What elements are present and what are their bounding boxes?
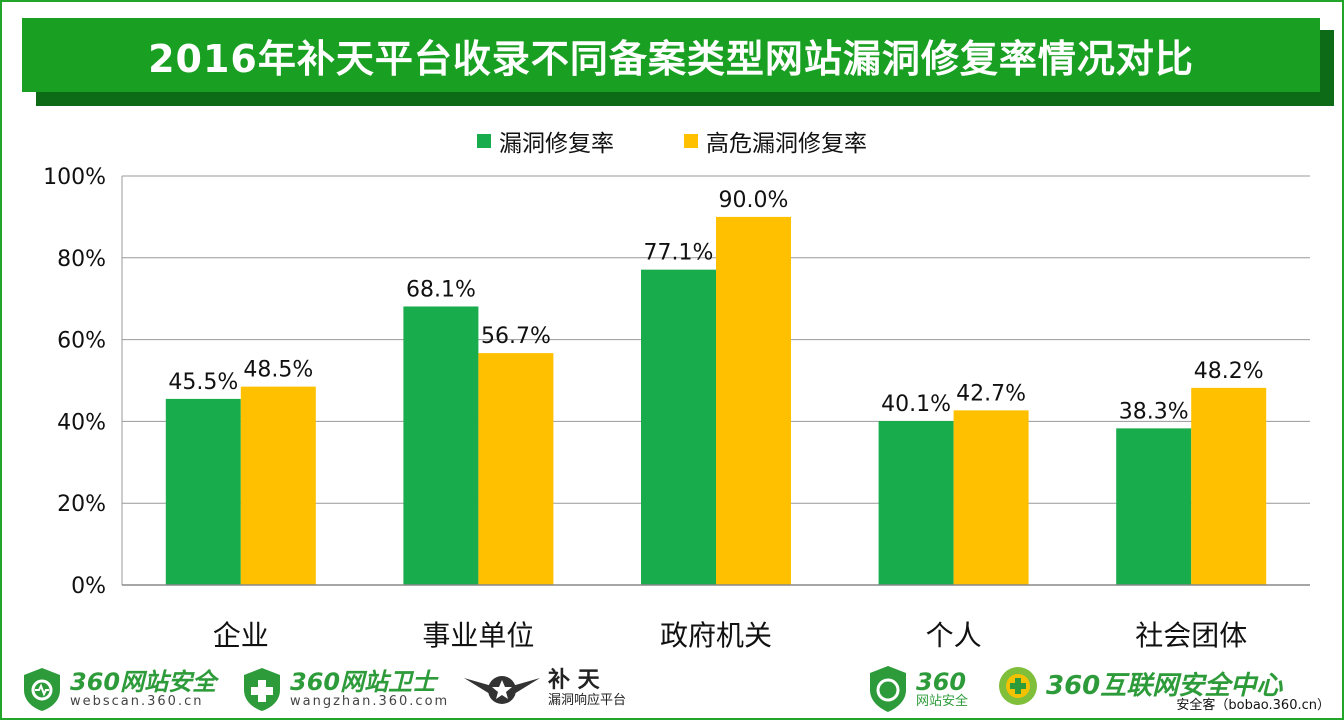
- y-tick-label: 60%: [57, 329, 106, 354]
- chart-title: 2016年补天平台收录不同备案类型网站漏洞修复率情况对比: [148, 36, 1194, 81]
- legend-label-series-2: 高危漏洞修复率: [706, 131, 867, 157]
- emblem-icon: [999, 667, 1037, 705]
- logo-360-sub: 网站安全: [916, 694, 969, 709]
- legend-item-series-1: 漏洞修复率: [477, 124, 614, 158]
- logo-butian-name: 补 天: [548, 668, 600, 693]
- title-banner: 2016年补天平台收录不同备案类型网站漏洞修复率情况对比: [22, 18, 1320, 92]
- legend: 漏洞修复率 高危漏洞修复率: [0, 124, 1344, 158]
- bar-series-2: [953, 410, 1029, 585]
- logo-butian-sub: 漏洞响应平台: [548, 693, 627, 708]
- bar-series-1: [641, 269, 716, 585]
- bar-series-2: [716, 216, 791, 585]
- data-label: 45.5%: [168, 370, 238, 395]
- data-label: 42.7%: [956, 381, 1026, 406]
- bar-series-1: [165, 398, 241, 585]
- shield-plus-icon: [244, 668, 280, 711]
- bar-series-2: [478, 353, 554, 585]
- data-label: 40.1%: [881, 392, 951, 417]
- data-label: 90.0%: [719, 188, 789, 213]
- bar-series-1: [878, 420, 954, 585]
- x-category-label: 事业单位: [422, 619, 534, 652]
- logo-webscan-name: 360网站安全: [70, 668, 217, 696]
- logo-wangzhan-name: 360网站卫士: [290, 668, 437, 696]
- data-label: 38.3%: [1119, 399, 1189, 424]
- shield-icon: [870, 666, 906, 712]
- legend-label-series-1: 漏洞修复率: [499, 131, 614, 157]
- y-tick-label: 0%: [71, 574, 106, 599]
- bar-chart: 0% 20% 40% 60% 80% 100% 45.5% 48.5% 企业 68.1%56.7%…: [43, 165, 1310, 652]
- shield-icon: [24, 668, 60, 711]
- legend-swatch-series-1: [477, 134, 491, 148]
- logo-security-center-name: 360互联网安全中心: [1046, 671, 1283, 701]
- logo-360-label: 360: [916, 668, 967, 696]
- data-label: 56.7%: [481, 324, 551, 349]
- bar-series-2: [240, 386, 316, 585]
- data-label: 48.2%: [1194, 359, 1264, 384]
- bar-series-2: [1191, 387, 1267, 585]
- data-label: 77.1%: [644, 241, 714, 266]
- footer-logos: 360网站安全 webscan.360.cn 360网站卫士 wangzhan.…: [0, 660, 1344, 718]
- x-category-label: 社会团体: [1135, 619, 1247, 652]
- logo-butian: 补 天 漏洞响应平台: [462, 664, 626, 712]
- y-tick-label: 80%: [57, 247, 106, 272]
- x-category-label: 政府机关: [660, 619, 772, 652]
- bar-series-1: [403, 306, 479, 585]
- y-tick-label: 20%: [57, 492, 106, 517]
- legend-item-series-2: 高危漏洞修复率: [684, 124, 867, 158]
- y-tick-label: 40%: [57, 410, 106, 435]
- wings-star-icon: [464, 676, 540, 704]
- logo-360-site-security: 360 网站安全: [866, 664, 968, 714]
- logo-webscan-url: webscan.360.cn: [70, 694, 204, 709]
- x-category-label: 企业: [213, 619, 269, 652]
- logo-360-internet-security-center: 360互联网安全中心: [996, 664, 1282, 708]
- bar-series-1: [1116, 428, 1192, 585]
- logo-webscan: 360网站安全 webscan.360.cn: [20, 666, 216, 712]
- legend-swatch-series-2: [684, 134, 698, 148]
- y-tick-label: 100%: [43, 165, 106, 190]
- data-label: 68.1%: [406, 277, 476, 302]
- source-credit: 安全客（bobao.360.cn）: [1176, 698, 1330, 713]
- logo-wangzhan-url: wangzhan.360.com: [290, 694, 450, 709]
- data-label: 48.5%: [243, 358, 313, 383]
- logo-wangzhan: 360网站卫士 wangzhan.360.com: [240, 666, 449, 712]
- x-category-label: 个人: [926, 619, 982, 652]
